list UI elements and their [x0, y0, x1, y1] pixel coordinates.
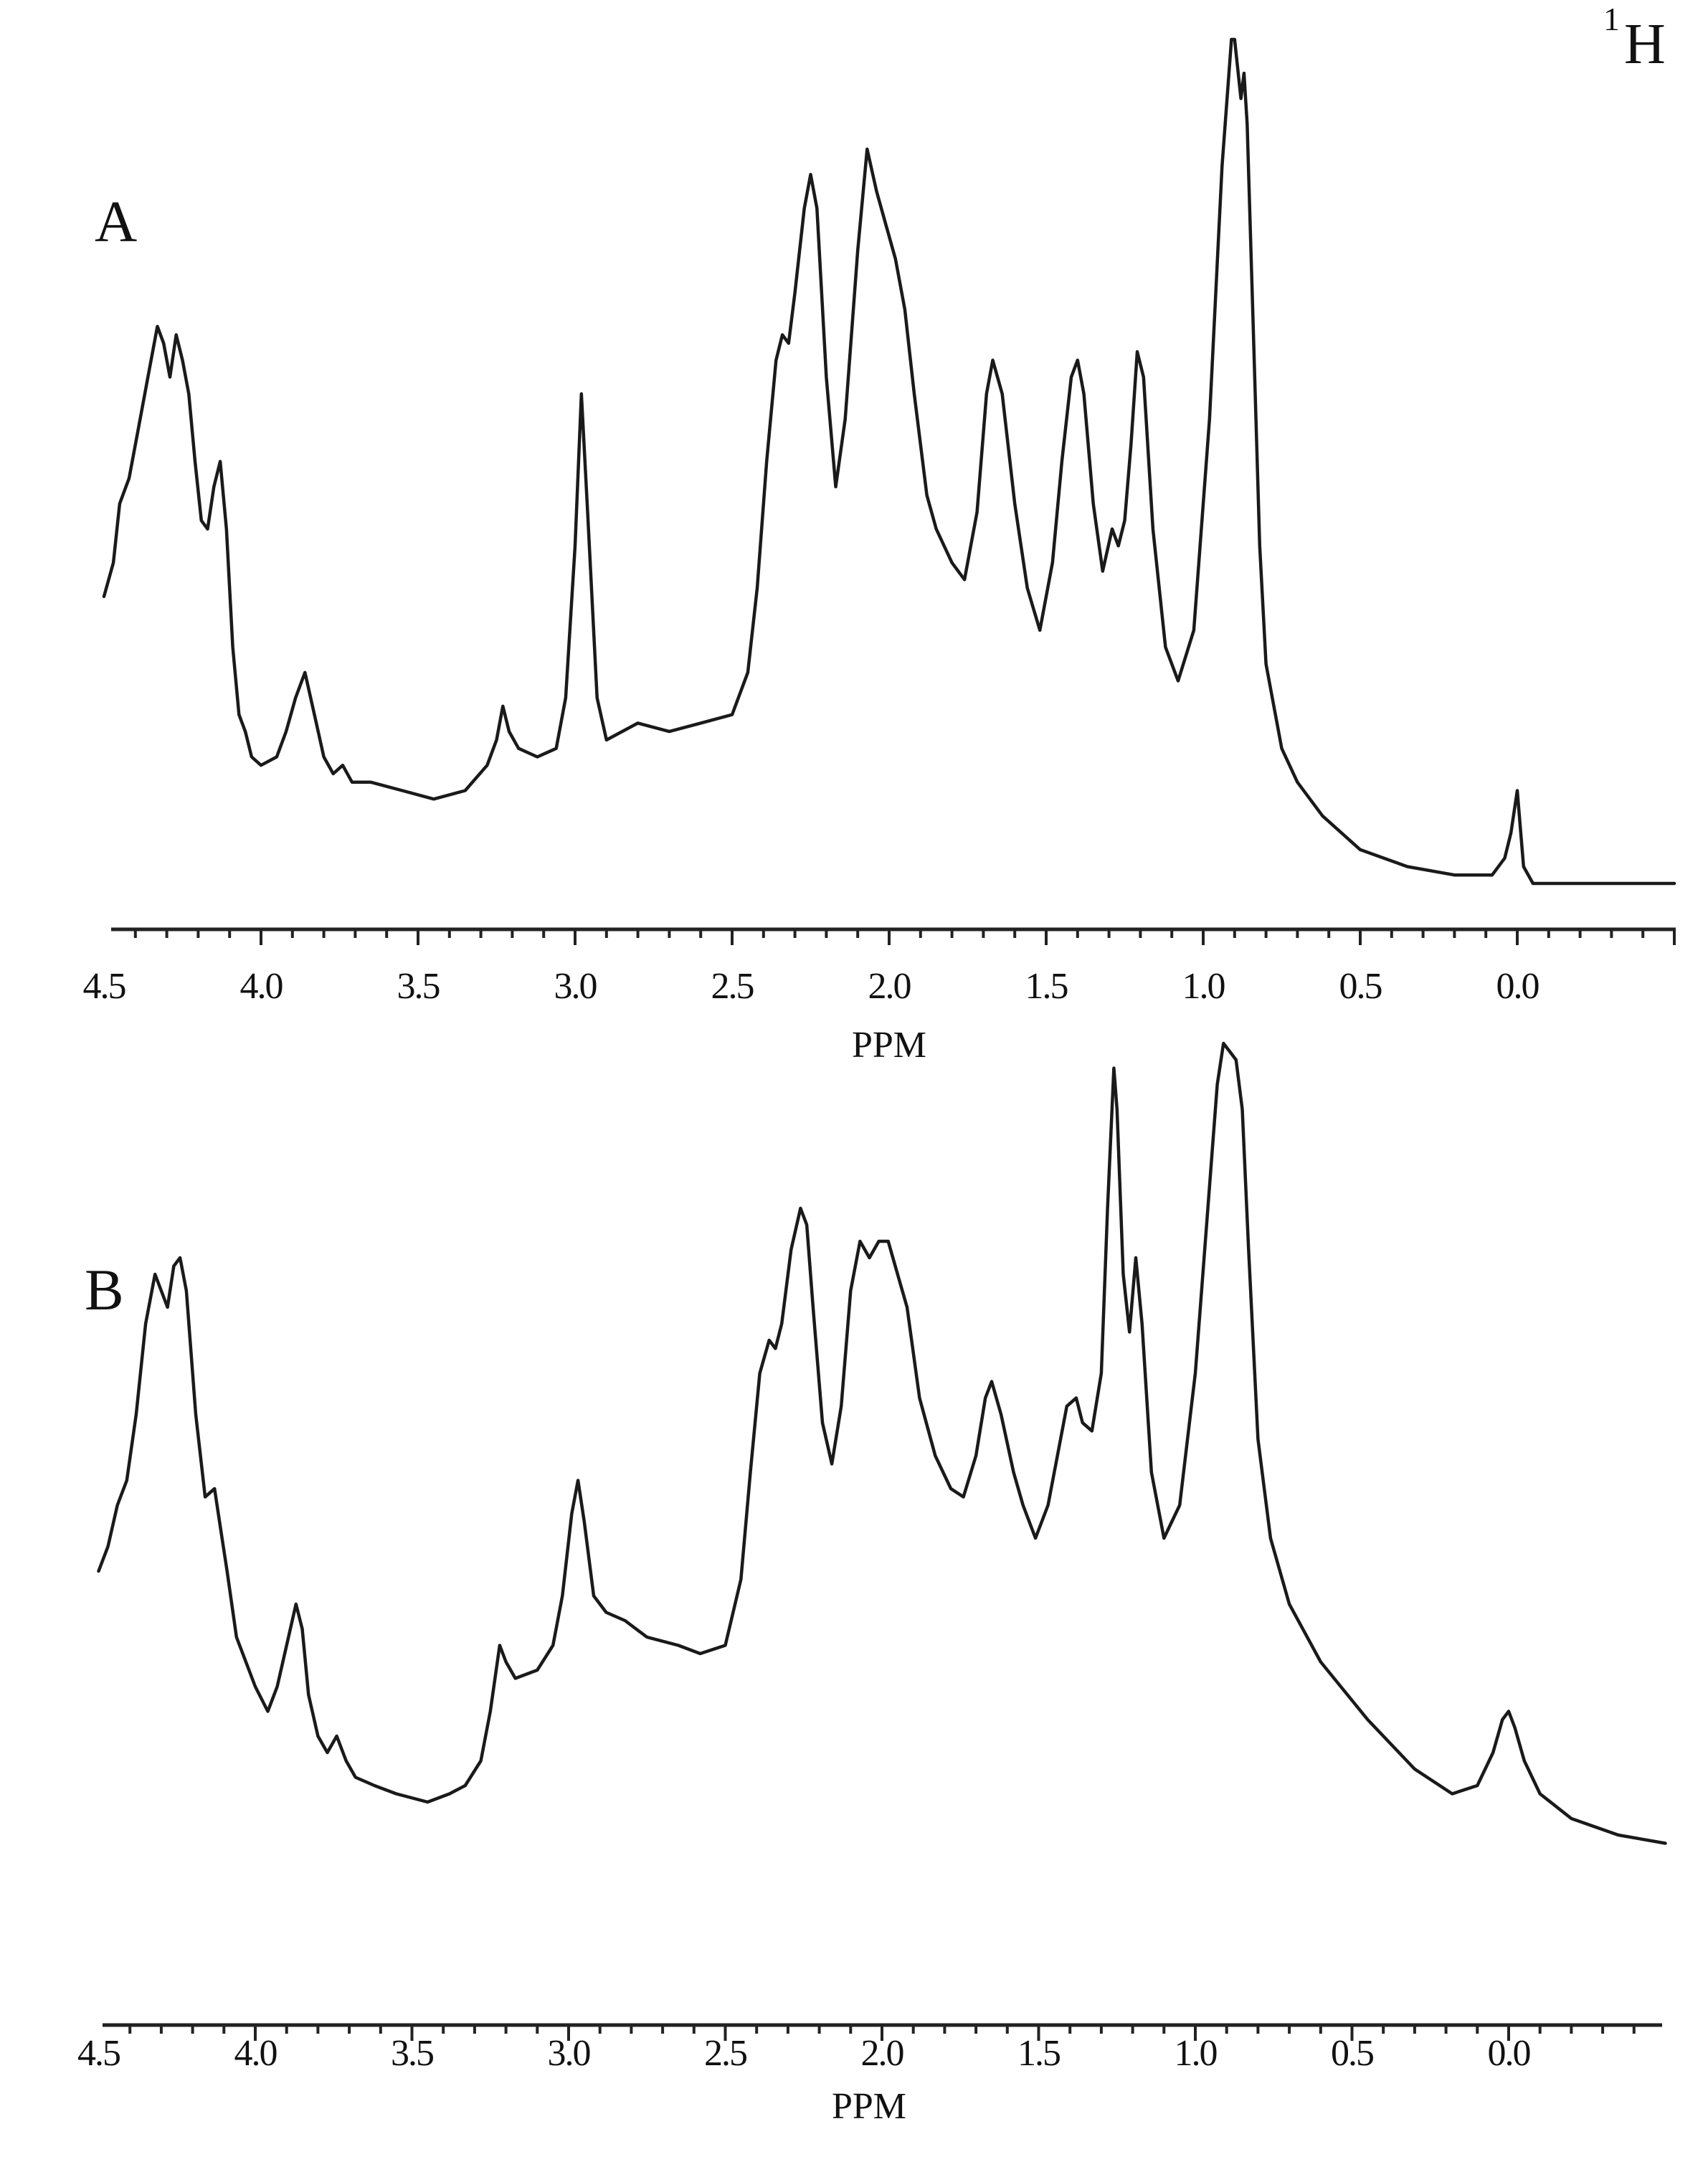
tick-label: 4.5 — [77, 2033, 121, 2074]
tick-label: 3.5 — [391, 2033, 435, 2074]
tick-label: 0.5 — [1331, 2033, 1375, 2074]
x-axis-a — [111, 927, 1676, 945]
x-axis-title-a: PPM — [851, 1025, 927, 1066]
tick-label: 0.0 — [1496, 966, 1540, 1007]
spectrum-panel-a — [102, 37, 1676, 945]
nucleus-mass-number: 1 — [1603, 1, 1620, 38]
panel-a-label: A — [95, 189, 138, 254]
tick-label: 2.5 — [711, 966, 755, 1007]
tick-label: 4.0 — [234, 2033, 278, 2074]
tick-label: 4.5 — [82, 966, 127, 1007]
x-axis-b — [103, 2023, 1662, 2041]
tick-label: 3.0 — [547, 2033, 592, 2074]
tick-label: 3.5 — [397, 966, 441, 1007]
nucleus-label: 1H — [1603, 3, 1666, 76]
tick-label: 3.0 — [554, 966, 598, 1007]
tick-label: 0.0 — [1487, 2033, 1532, 2074]
tick-label: 0.5 — [1339, 966, 1383, 1007]
tick-label: 2.0 — [868, 966, 912, 1007]
spectrum-trace-b — [97, 1041, 1667, 1845]
tick-label: 1.5 — [1017, 2033, 1061, 2074]
tick-label: 4.0 — [239, 966, 284, 1007]
spectrum-panel-b — [97, 1041, 1667, 2041]
tick-label: 2.0 — [860, 2033, 905, 2074]
spectrum-trace-a — [102, 37, 1676, 886]
tick-label: 1.0 — [1174, 2033, 1218, 2074]
tick-label: 2.5 — [704, 2033, 748, 2074]
x-axis-title-b: PPM — [831, 2086, 907, 2127]
nucleus-symbol: H — [1624, 13, 1666, 76]
tick-label: 1.5 — [1025, 966, 1069, 1007]
tick-label: 1.0 — [1182, 966, 1226, 1007]
panel-b-label: B — [85, 1257, 124, 1322]
